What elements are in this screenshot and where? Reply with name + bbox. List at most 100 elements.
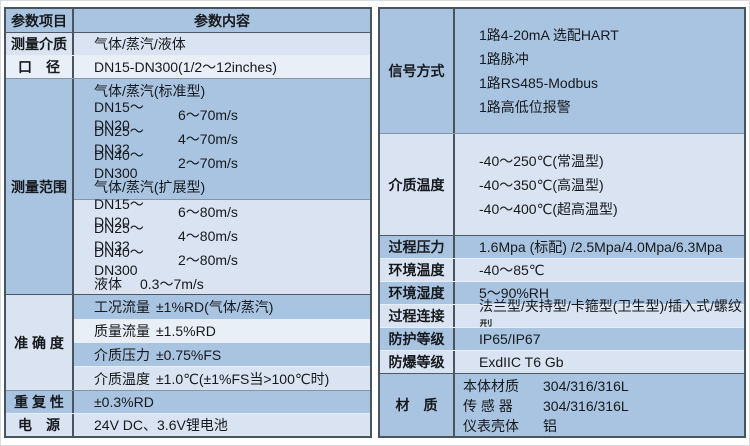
accuracy-value: ±1.0℃(±1%FS当>100℃时): [156, 370, 330, 387]
explosion-proof-rating-label: 防爆等级: [380, 351, 455, 373]
power-supply-label: 电 源: [6, 414, 74, 436]
accuracy-value: ±1.5%RD: [156, 323, 216, 340]
measuring-medium-value: 气体/蒸汽/液体: [94, 36, 186, 52]
range-liquid-row: 液体 0.3～7m/s: [74, 272, 370, 295]
accuracy-row: 工况流量 ±1%RD(气体/蒸汽): [74, 295, 370, 319]
diameter-value: DN15-DN300(1/2～12inches): [94, 59, 277, 75]
accuracy-value: ±1%RD(气体/蒸汽): [156, 298, 274, 315]
range-dn: DN25～DN32: [94, 123, 144, 157]
medium-temperature-line: -40～400℃(超高温型): [479, 201, 618, 217]
row-process-pressure: 过程压力 1.6Mpa (标配) /2.5Mpa/4.0Mpa/6.3Mpa: [380, 235, 744, 258]
medium-temperature-line: -40～250℃(常温型): [479, 153, 604, 169]
process-pressure-value: 1.6Mpa (标配) /2.5Mpa/4.0Mpa/6.3Mpa: [479, 239, 723, 255]
accuracy-name: 工况流量: [94, 298, 150, 315]
accuracy-row: 介质温度 ±1.0℃(±1%FS当>100℃时): [74, 366, 370, 390]
accuracy-name: 介质温度: [94, 370, 150, 387]
accuracy-name: 介质压力: [94, 346, 150, 363]
repeatability-label: 重 复 性: [6, 391, 74, 413]
range-row: DN25～DN32 4～70m/s: [74, 123, 370, 157]
range-dn: DN25～DN32: [94, 220, 144, 254]
accuracy-content: 工况流量 ±1%RD(气体/蒸汽) 质量流量 ±1.5%RD 介质压力 ±0.75%F…: [74, 295, 370, 390]
medium-temperature-content: -40～250℃(常温型) -40～350℃(高温型) -40～400℃(超高温…: [455, 134, 744, 235]
measuring-range-label: 测量范围: [6, 79, 74, 294]
material-name: 本体材质: [463, 378, 519, 394]
material-value: 铝: [543, 418, 557, 434]
material-row: 本体材质 304/316/316L: [455, 376, 744, 396]
row-explosion-proof-rating: 防爆等级 ExdIIC T6 Gb: [380, 350, 744, 373]
material-name: 传 感 器: [463, 398, 513, 414]
accuracy-value: ±0.75%FS: [156, 346, 222, 363]
range-extended-title-text: 气体/蒸汽(扩展型): [94, 179, 206, 195]
signal-type-label: 信号方式: [380, 9, 455, 133]
signal-line: 1路RS485-Modbus: [479, 75, 599, 91]
row-accuracy: 准 确 度 工况流量 ±1%RD(气体/蒸汽) 质量流量 ±1.5%RD 介质压力 ±…: [6, 294, 370, 390]
row-measuring-range: 测量范围 气体/蒸汽(标准型) DN15～DN20 6～70m/s DN25～DN…: [6, 78, 370, 295]
medium-temperature-label: 介质温度: [380, 134, 455, 235]
range-row: DN40～DN300 2～80m/s: [74, 244, 370, 278]
range-dn: DN40～DN300: [94, 147, 144, 181]
power-supply-value: 24V DC、3.6V锂电池: [94, 417, 228, 433]
row-power-supply: 电 源 24V DC、3.6V锂电池: [6, 413, 370, 436]
signal-line: 1路高低位报警: [479, 99, 571, 115]
range-standard-band: 气体/蒸汽(标准型) DN15～DN20 6～70m/s DN25～DN32 4～7…: [74, 79, 370, 199]
row-ambient-temperature: 环境温度 -40～85℃: [380, 258, 744, 281]
ambient-temperature-label: 环境温度: [380, 259, 455, 281]
row-repeatability: 重 复 性 ±0.3%RD: [6, 390, 370, 413]
ambient-humidity-label: 环境湿度: [380, 282, 455, 304]
range-standard-title: 气体/蒸汽(标准型): [74, 79, 370, 103]
row-process-connection: 过程连接 法兰型/夹持型/卡箍型(卫生型)/插入式/螺纹型: [380, 298, 744, 334]
protection-rating-value: IP65/IP67: [479, 331, 541, 347]
ambient-humidity-value: 5～90%RH: [479, 285, 550, 301]
diameter-label: 口 径: [6, 56, 74, 78]
ambient-temperature-value: -40～85℃: [479, 262, 545, 278]
range-speed: 2～80m/s: [178, 252, 238, 268]
left-header-row: 参数项目 参数内容: [6, 9, 370, 32]
right-spec-table: 信号方式 1路4-20mA 选配HART 1路脉冲 1路RS485-Modbus…: [378, 7, 746, 438]
protection-rating-label: 防护等级: [380, 328, 455, 350]
accuracy-name: 质量流量: [94, 323, 150, 340]
range-speed: 4～80m/s: [178, 228, 238, 244]
explosion-proof-rating-value: ExdIIC T6 Gb: [479, 354, 564, 370]
repeatability-value: ±0.3%RD: [94, 394, 154, 410]
row-ambient-humidity: 环境湿度 5～90%RH: [380, 281, 744, 304]
range-dn: DN40～DN300: [94, 244, 144, 278]
signal-line: 1路脉冲: [479, 51, 529, 67]
row-protection-rating: 防护等级 IP65/IP67: [380, 327, 744, 350]
material-value: 304/316/316L: [543, 398, 629, 414]
range-row: DN15～DN20 6～70m/s: [74, 99, 370, 133]
range-speed: 6～70m/s: [178, 107, 238, 123]
range-dn: DN15～DN20: [94, 99, 144, 133]
range-extended-band: DN15～DN20 6～80m/s DN25～DN32 4～80m/s DN40～D…: [74, 196, 370, 295]
row-signal-type: 信号方式 1路4-20mA 选配HART 1路脉冲 1路RS485-Modbus…: [380, 9, 744, 133]
accuracy-row: 介质压力 ±0.75%FS: [74, 342, 370, 367]
range-row: DN40～DN300 2～70m/s: [74, 147, 370, 181]
header-param-item: 参数项目: [6, 9, 74, 32]
material-label: 材 质: [380, 374, 455, 436]
row-diameter: 口 径 DN15-DN300(1/2～12inches): [6, 55, 370, 78]
medium-temperature-line: -40～350℃(高温型): [479, 177, 604, 193]
material-name: 仪表壳体: [463, 418, 519, 434]
material-content: 本体材质 304/316/316L 传 感 器 304/316/316L 仪表壳体 铝: [455, 374, 744, 436]
range-speed: 4～70m/s: [178, 131, 238, 147]
material-row: 传 感 器 304/316/316L: [455, 396, 744, 416]
row-material: 材 质 本体材质 304/316/316L 传 感 器 304/316/316L 仪…: [380, 373, 744, 436]
material-row: 仪表壳体 铝: [455, 416, 744, 436]
range-speed: 2～70m/s: [178, 155, 238, 171]
liquid-label: 液体: [94, 275, 122, 292]
process-connection-label: 过程连接: [380, 305, 455, 327]
liquid-speed: 0.3～7m/s: [140, 275, 204, 292]
material-value: 304/316/316L: [543, 378, 629, 394]
range-standard-title-text: 气体/蒸汽(标准型): [94, 83, 206, 99]
signal-type-content: 1路4-20mA 选配HART 1路脉冲 1路RS485-Modbus 1路高低…: [455, 9, 744, 133]
row-measuring-medium: 测量介质 气体/蒸汽/液体: [6, 32, 370, 55]
process-pressure-label: 过程压力: [380, 236, 455, 258]
row-medium-temperature: 介质温度 -40～250℃(常温型) -40～350℃(高温型) -40～400…: [380, 133, 744, 235]
range-dn: DN15～DN20: [94, 196, 144, 230]
header-param-content: 参数内容: [194, 12, 250, 29]
accuracy-label: 准 确 度: [6, 295, 74, 390]
range-row: DN25～DN32 4～80m/s: [74, 220, 370, 254]
measuring-range-content: 气体/蒸汽(标准型) DN15～DN20 6～70m/s DN25～DN32 4～7…: [74, 79, 370, 295]
accuracy-row: 质量流量 ±1.5%RD: [74, 318, 370, 343]
process-connection-value: 法兰型/夹持型/卡箍型(卫生型)/插入式/螺纹型: [479, 298, 742, 334]
